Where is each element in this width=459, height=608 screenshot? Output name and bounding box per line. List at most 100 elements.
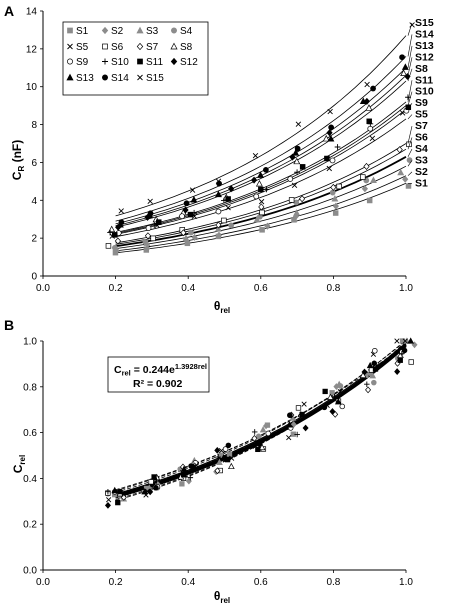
x-tick-label: 0.4 xyxy=(181,283,195,294)
legend-marker-s7 xyxy=(136,42,144,51)
data-point-s13 xyxy=(257,171,265,178)
data-point-s15 xyxy=(193,462,200,468)
data-point-s12 xyxy=(329,408,336,415)
data-point-s10 xyxy=(105,488,111,495)
data-point-s11 xyxy=(187,211,194,218)
legend-marker-s15 xyxy=(137,74,143,81)
curve-label-s13: S13 xyxy=(415,40,434,52)
data-point-s7 xyxy=(215,221,222,229)
data-point-s6 xyxy=(288,197,295,203)
data-point-s12 xyxy=(250,176,258,184)
data-point-s15 xyxy=(324,402,330,408)
fit-curve-s3 xyxy=(115,165,407,249)
x-tick-label: 1.0 xyxy=(399,283,413,294)
data-point-s8 xyxy=(258,443,266,451)
data-point-s13 xyxy=(215,190,222,198)
curve-label-s4: S4 xyxy=(415,143,428,155)
data-point-s15 xyxy=(364,81,370,88)
svg-text:Crel: Crel xyxy=(11,455,27,473)
data-point-s5 xyxy=(369,135,376,142)
data-point-s11 xyxy=(397,357,403,363)
data-point-s12 xyxy=(182,206,189,214)
y-tick-label: 1.0 xyxy=(23,337,37,348)
curve-label-s14: S14 xyxy=(415,28,434,40)
data-point-s4 xyxy=(228,222,234,229)
curve-label-s3: S3 xyxy=(415,154,428,166)
label-leader xyxy=(407,102,413,110)
x-tick-label: 0.0 xyxy=(36,283,50,294)
data-point-s6 xyxy=(105,243,112,249)
panel-a-x-label-sub: rel xyxy=(220,306,230,315)
fit-curve-s14 xyxy=(115,56,407,222)
data-point-s15 xyxy=(286,435,292,441)
data-point-s10 xyxy=(331,393,338,400)
legend-label-s5: S5 xyxy=(76,42,89,53)
panel-a-y-label-sub: R xyxy=(17,166,26,172)
data-point-s5 xyxy=(326,165,332,172)
equation-lhs-sub: rel xyxy=(122,369,131,378)
y-tick-label: 0.0 xyxy=(23,566,37,577)
data-point-s2 xyxy=(215,231,223,239)
data-point-s4 xyxy=(255,433,262,440)
x-tick-label: 0.8 xyxy=(326,577,340,588)
curve-label-s8: S8 xyxy=(415,63,428,75)
r-squared: R² = 0.902 xyxy=(133,378,182,390)
data-point-s4 xyxy=(187,229,194,236)
data-point-s9 xyxy=(253,193,260,200)
panel-b: B 0.00.20.40.60.81.0 0.0 0.2 0.4 0.6 0.8 1.0 … xyxy=(4,317,418,605)
fit-curve-s2 xyxy=(115,175,407,252)
x-tick-label: 0.0 xyxy=(36,577,50,588)
individual-fit-curve xyxy=(115,342,407,491)
data-point-s3 xyxy=(331,194,339,202)
data-point-s12 xyxy=(361,368,368,376)
panel-a-points xyxy=(105,22,415,256)
legend-label-s7: S7 xyxy=(146,42,159,53)
data-point-s4 xyxy=(337,383,344,389)
individual-fit-curve xyxy=(115,340,407,492)
data-point-s4 xyxy=(142,239,149,245)
panel-b-x-label-main: θ xyxy=(214,589,221,603)
data-point-s5 xyxy=(337,388,343,395)
data-point-s7 xyxy=(214,467,221,475)
data-point-s10 xyxy=(364,381,370,387)
legend-label-s8: S8 xyxy=(180,42,193,53)
individual-fit-curve xyxy=(115,339,407,493)
data-point-s14 xyxy=(225,442,232,449)
data-point-s11 xyxy=(255,446,261,453)
x-tick-label: 1.0 xyxy=(399,577,413,588)
data-point-s9 xyxy=(339,403,346,410)
legend-marker-s8 xyxy=(170,42,178,50)
legend-box xyxy=(62,21,209,96)
y-tick-label: 14 xyxy=(26,7,38,18)
equation-lhs: C xyxy=(114,364,122,376)
data-point-s14 xyxy=(188,463,194,469)
data-point-s6 xyxy=(259,209,265,216)
data-point-s13 xyxy=(334,398,342,405)
data-point-s7 xyxy=(365,386,372,394)
data-point-s1 xyxy=(179,481,185,487)
label-leader xyxy=(407,22,413,36)
data-point-s10 xyxy=(334,144,341,150)
legend-marker-s3 xyxy=(136,26,144,34)
label-leader xyxy=(407,34,413,57)
data-point-s7 xyxy=(251,435,258,442)
curve-label-s11: S11 xyxy=(415,74,433,86)
data-point-s10 xyxy=(187,474,194,481)
svg-text:θrel: θrel xyxy=(214,299,230,315)
data-point-s5 xyxy=(402,338,408,344)
data-point-s3 xyxy=(216,458,223,465)
label-leader xyxy=(407,57,413,76)
data-point-s11 xyxy=(115,499,121,506)
legend-marker-s4 xyxy=(171,27,177,34)
label-leader xyxy=(407,91,413,106)
y-tick-label: 4 xyxy=(31,196,37,207)
y-tick-label: 0 xyxy=(31,272,37,283)
legend-label-s6: S6 xyxy=(111,42,124,53)
data-point-s2 xyxy=(264,222,271,230)
data-point-s5 xyxy=(258,198,265,205)
panel-a-axes xyxy=(42,11,406,277)
data-point-s5 xyxy=(225,204,231,211)
data-point-s13 xyxy=(292,149,300,156)
legend-label-s3: S3 xyxy=(146,26,159,37)
